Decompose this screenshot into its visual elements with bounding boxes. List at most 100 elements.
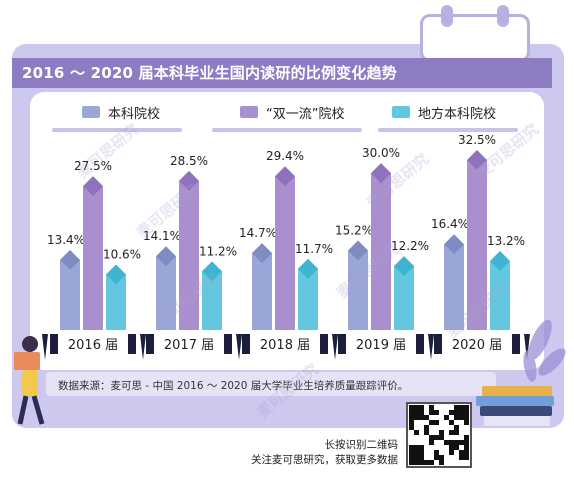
data-label-2-3: 29.4%	[266, 149, 304, 163]
qr-module	[434, 455, 439, 460]
qr-module	[409, 415, 414, 420]
qr-module	[414, 455, 419, 460]
bar-cap-2-4	[371, 163, 391, 184]
data-label-2-4: 30.0%	[362, 146, 400, 160]
qr-module	[444, 415, 449, 420]
data-label-1-5: 16.4%	[431, 217, 469, 231]
data-label-3-5: 13.2%	[487, 234, 525, 248]
qr-module	[459, 415, 464, 420]
qr-module	[419, 455, 424, 460]
category-label-3: 2018 届	[260, 338, 310, 353]
legend-item-series3: 地方本科院校	[392, 104, 497, 122]
bar-cap-2-5	[467, 150, 487, 170]
divider-2	[236, 334, 242, 360]
bar-2-4	[371, 173, 391, 330]
qr-module	[409, 450, 414, 455]
qr-module	[434, 420, 439, 425]
qr-module	[434, 435, 439, 440]
qr-module	[414, 445, 419, 450]
qr-module	[464, 450, 469, 455]
bar-1-5	[444, 244, 464, 330]
bar-3-1	[106, 274, 126, 330]
qr-module	[419, 405, 424, 410]
data-label-3-4: 12.2%	[391, 239, 429, 253]
legend-item-series1: 本科院校	[82, 104, 161, 122]
bar-cap-2-2	[179, 170, 199, 191]
qr-module	[409, 425, 414, 430]
bar-cap-2-3	[275, 166, 295, 187]
qr-module	[439, 435, 444, 440]
qr-module	[429, 410, 434, 415]
bar-cap-3-3	[298, 258, 318, 279]
bar-cap-3-5	[490, 250, 510, 271]
qr-module	[454, 415, 459, 420]
year-label-inner-1	[58, 334, 128, 354]
qr-module	[409, 405, 414, 410]
bar-3-4	[394, 266, 414, 330]
bar-2-5	[467, 160, 487, 330]
qr-caption-line1: 长按识别二维码	[324, 439, 399, 451]
category-label-2: 2017 届	[164, 338, 214, 353]
legend-item-series2: “双一流”院校	[240, 104, 345, 122]
qr-module	[419, 410, 424, 415]
year-label-inner-3	[250, 334, 320, 354]
divider-3	[332, 334, 338, 360]
qr-module	[464, 435, 469, 440]
bar-cap-1-1	[60, 249, 80, 270]
bar-cap-1-3	[252, 243, 272, 264]
legend-label-series2: “双一流”院校	[266, 106, 345, 122]
qr-module	[419, 450, 424, 455]
qr-module	[449, 440, 454, 445]
legend-label-series1: 本科院校	[108, 106, 161, 122]
qr-module	[459, 410, 464, 415]
qr-module	[464, 405, 469, 410]
qr-module	[454, 410, 459, 415]
legend-underline-3	[378, 128, 518, 132]
bar-3-2	[202, 271, 222, 330]
qr-module	[459, 440, 464, 445]
divider-1	[140, 334, 146, 360]
data-label-2-5: 32.5%	[458, 133, 496, 147]
qr-module	[409, 410, 414, 415]
bar-3-3	[298, 268, 318, 330]
qr-module	[464, 410, 469, 415]
qr-module	[439, 455, 444, 460]
qr-module	[434, 410, 439, 415]
bar-1-4	[348, 250, 368, 330]
qr-module	[419, 415, 424, 420]
bar-cap-3-1	[106, 264, 126, 285]
qr-module	[459, 405, 464, 410]
bar-1-1	[60, 259, 80, 330]
qr-module	[439, 430, 444, 435]
bar-1-2	[156, 256, 176, 330]
legend-underline-1	[52, 128, 182, 132]
qr-module	[454, 445, 459, 450]
legend-swatch-series1	[82, 106, 100, 118]
qr-module	[414, 450, 419, 455]
chart-title: 2016 ～ 2020 届本科毕业生国内读研的比例变化趋势	[22, 64, 397, 82]
bar-cap-3-2	[202, 261, 222, 282]
qr-module	[464, 445, 469, 450]
qr-module	[429, 405, 434, 410]
qr-module	[449, 450, 454, 455]
legend-swatch-series2	[240, 106, 258, 118]
qr-module	[444, 440, 449, 445]
category-label-4: 2019 届	[356, 338, 406, 353]
qr-module	[454, 405, 459, 410]
bar-cap-1-4	[348, 240, 368, 261]
bar-2-3	[275, 176, 295, 330]
qr-module	[414, 410, 419, 415]
qr-module	[414, 460, 419, 465]
qr-module	[429, 460, 434, 465]
qr-module	[454, 430, 459, 435]
legend-label-series3: 地方本科院校	[418, 106, 497, 122]
source-note: 数据来源：麦可思 - 中国 2016 ～ 2020 届大学毕业生培养质量跟踪评价…	[58, 380, 409, 392]
qr-module	[464, 420, 469, 425]
qr-module	[459, 450, 464, 455]
qr-module	[414, 430, 419, 435]
bar-cap-2-1	[83, 176, 103, 197]
qr-module	[419, 460, 424, 465]
data-label-3-3: 11.7%	[295, 242, 333, 256]
qr-module	[429, 435, 434, 440]
